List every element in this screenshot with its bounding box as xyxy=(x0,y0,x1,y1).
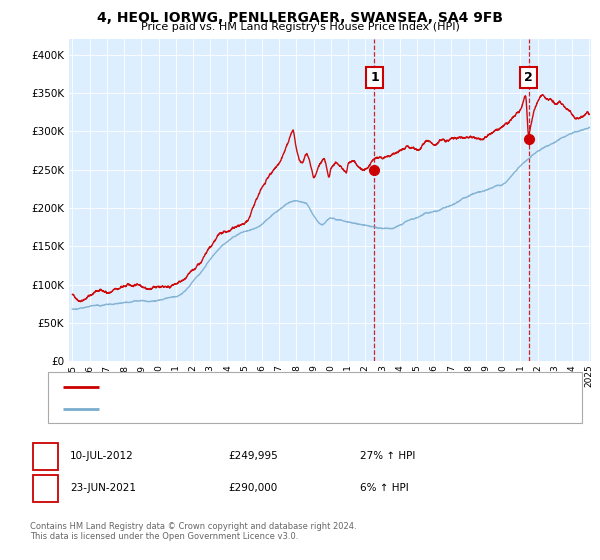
Text: This data is licensed under the Open Government Licence v3.0.: This data is licensed under the Open Gov… xyxy=(30,532,298,541)
Text: 2: 2 xyxy=(524,71,533,85)
Text: HPI: Average price, detached house, Swansea: HPI: Average price, detached house, Swan… xyxy=(105,404,334,414)
Text: £290,000: £290,000 xyxy=(228,483,277,493)
Text: 4, HEOL IORWG, PENLLERGAER, SWANSEA, SA4 9FB: 4, HEOL IORWG, PENLLERGAER, SWANSEA, SA4… xyxy=(97,11,503,25)
Text: 6% ↑ HPI: 6% ↑ HPI xyxy=(360,483,409,493)
Text: 10-JUL-2012: 10-JUL-2012 xyxy=(70,451,134,461)
Text: 1: 1 xyxy=(41,450,50,463)
Text: 27% ↑ HPI: 27% ↑ HPI xyxy=(360,451,415,461)
Text: 1: 1 xyxy=(370,71,379,85)
Text: £249,995: £249,995 xyxy=(228,451,278,461)
Text: Contains HM Land Registry data © Crown copyright and database right 2024.: Contains HM Land Registry data © Crown c… xyxy=(30,522,356,531)
Text: 2: 2 xyxy=(41,482,50,495)
Text: Price paid vs. HM Land Registry's House Price Index (HPI): Price paid vs. HM Land Registry's House … xyxy=(140,22,460,32)
Text: 4, HEOL IORWG, PENLLERGAER, SWANSEA, SA4 9FB (detached house): 4, HEOL IORWG, PENLLERGAER, SWANSEA, SA4… xyxy=(105,381,455,391)
Text: 23-JUN-2021: 23-JUN-2021 xyxy=(70,483,136,493)
